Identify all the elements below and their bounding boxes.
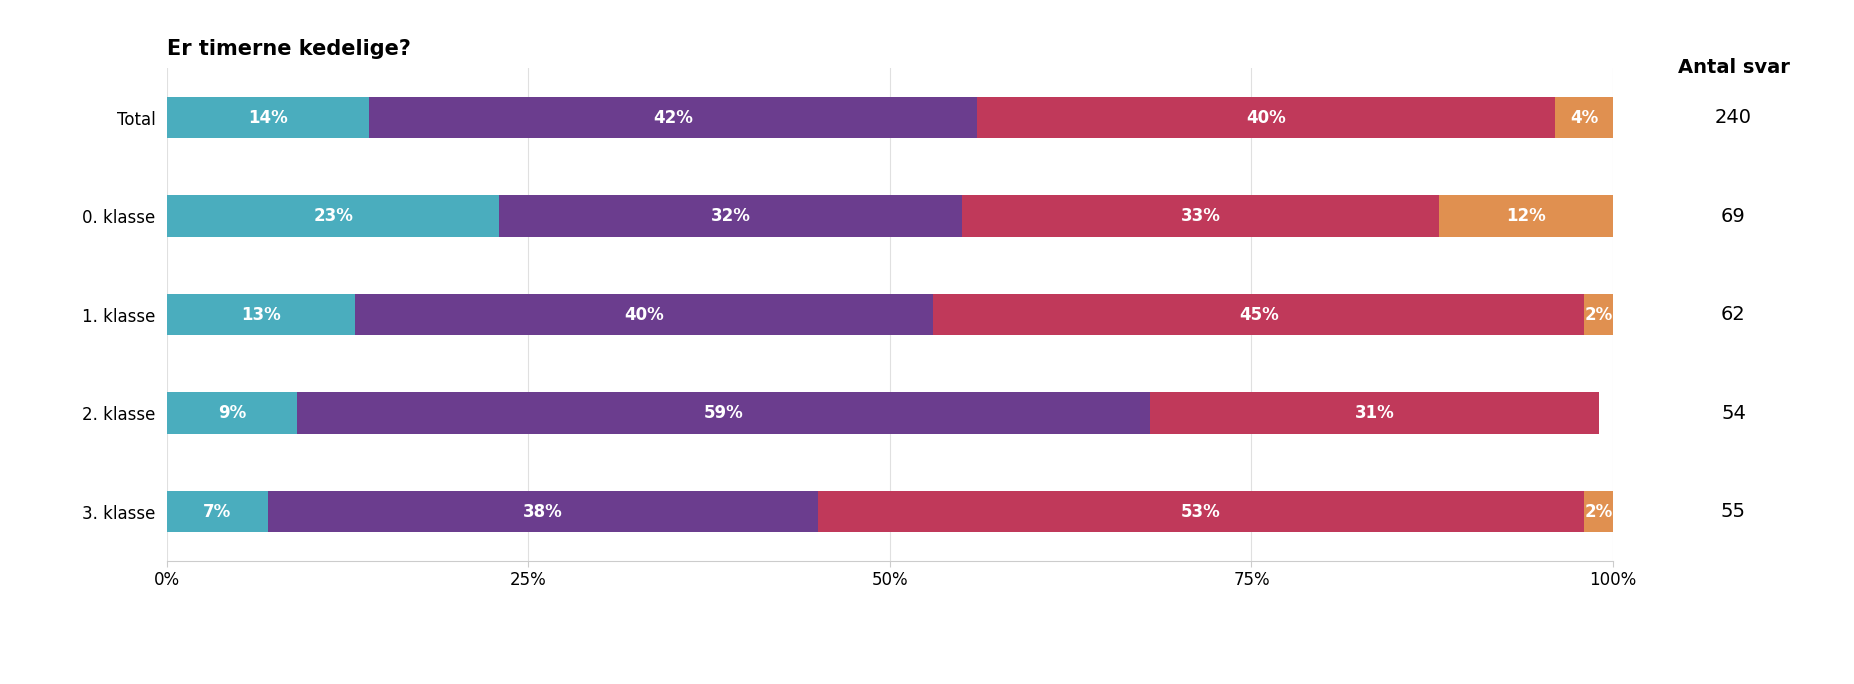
Text: 31%: 31%: [1355, 404, 1394, 422]
Text: 38%: 38%: [523, 503, 564, 521]
Text: 45%: 45%: [1238, 306, 1279, 324]
Bar: [1556, 97, 1613, 138]
Bar: [167, 97, 369, 138]
Text: 7%: 7%: [204, 503, 232, 521]
Bar: [1583, 491, 1613, 532]
Text: 62: 62: [1721, 305, 1746, 324]
Bar: [962, 196, 1439, 237]
Text: 23%: 23%: [313, 207, 352, 225]
Bar: [1439, 196, 1613, 237]
Text: 54: 54: [1721, 404, 1746, 423]
Bar: [167, 393, 297, 434]
Text: 40%: 40%: [1246, 109, 1287, 127]
Bar: [1149, 393, 1598, 434]
Text: 2%: 2%: [1585, 306, 1613, 324]
Bar: [167, 196, 499, 237]
Text: 2%: 2%: [1585, 503, 1613, 521]
Bar: [269, 491, 818, 532]
Bar: [933, 294, 1583, 335]
Bar: [1583, 294, 1613, 335]
Text: 53%: 53%: [1181, 503, 1220, 521]
Text: Antal svar: Antal svar: [1678, 58, 1789, 77]
Text: 55: 55: [1721, 502, 1746, 521]
Text: 13%: 13%: [241, 306, 280, 324]
Bar: [297, 393, 1149, 434]
Bar: [499, 196, 962, 237]
Text: 40%: 40%: [625, 306, 664, 324]
Text: 240: 240: [1715, 108, 1752, 127]
Text: 69: 69: [1721, 207, 1746, 226]
Text: Er timerne kedelige?: Er timerne kedelige?: [167, 38, 412, 59]
Text: 9%: 9%: [217, 404, 247, 422]
Bar: [167, 491, 269, 532]
Text: 12%: 12%: [1505, 207, 1546, 225]
Legend: Ja, tit, Ja, nogle gange, Nej, Ønsker ikke at svare: Ja, tit, Ja, nogle gange, Nej, Ønsker ik…: [495, 678, 1140, 684]
Text: 33%: 33%: [1181, 207, 1220, 225]
Text: 32%: 32%: [710, 207, 751, 225]
Bar: [167, 294, 354, 335]
Bar: [977, 97, 1556, 138]
Text: 4%: 4%: [1570, 109, 1598, 127]
Bar: [369, 97, 977, 138]
Bar: [354, 294, 933, 335]
Text: 14%: 14%: [248, 109, 287, 127]
Text: 59%: 59%: [705, 404, 743, 422]
Text: 42%: 42%: [653, 109, 693, 127]
Bar: [818, 491, 1583, 532]
